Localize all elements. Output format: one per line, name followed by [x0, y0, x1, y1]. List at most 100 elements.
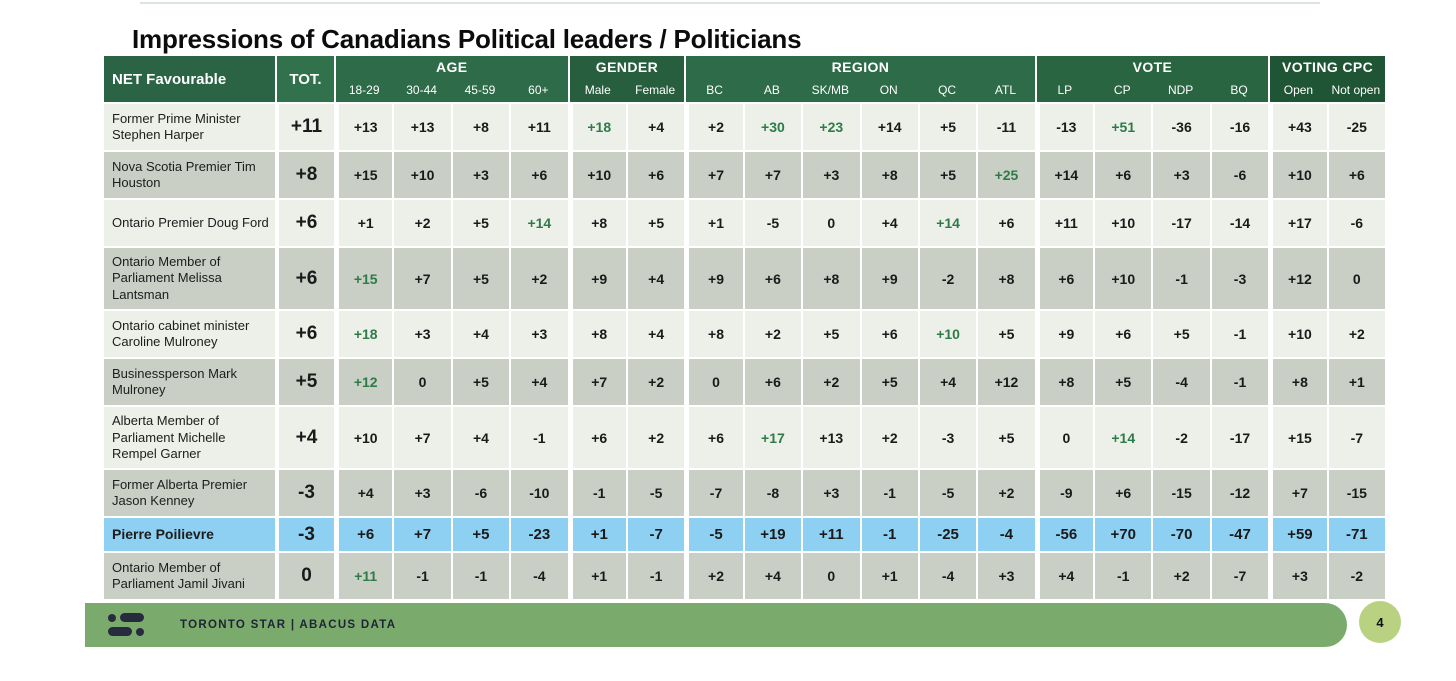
value-cell: +15 — [334, 248, 393, 310]
value-cell: +8 — [801, 248, 860, 310]
value-cell: +17 — [742, 407, 802, 469]
subcolumn-header-ndp: NDP — [1151, 77, 1210, 102]
value-cell: +6 — [1093, 470, 1152, 517]
value-cell: -1 — [450, 553, 510, 600]
value-cell: +4 — [1034, 553, 1094, 600]
value-cell: +15 — [334, 152, 393, 198]
value-cell: +59 — [1268, 518, 1327, 552]
value-cell: +12 — [976, 359, 1035, 406]
value-cell: +9 — [684, 248, 743, 310]
value-cell: -15 — [1151, 470, 1210, 517]
subcolumn-header-30-44: 30-44 — [392, 77, 451, 102]
table-body: Former Prime Minister Stephen Harper +11 +… — [104, 104, 1385, 600]
value-cell: +23 — [801, 104, 860, 150]
value-cell: +6 — [1326, 152, 1385, 198]
value-cell: +3 — [392, 311, 451, 358]
value-cell: +7 — [567, 359, 626, 406]
value-cell: -1 — [1209, 311, 1269, 358]
value-cell: -4 — [509, 553, 568, 600]
value-cell: +10 — [1093, 248, 1152, 310]
value-cell: +6 — [976, 200, 1035, 246]
group-header-vote: VOTE — [1034, 56, 1269, 77]
subcolumn-header-bc: BC — [684, 77, 743, 102]
group-header-gender: GENDER — [567, 56, 685, 77]
politician-name-cell: Ontario Premier Doug Ford — [104, 200, 275, 246]
value-cell: +51 — [1093, 104, 1152, 150]
value-cell: +13 — [392, 104, 451, 150]
value-cell: +3 — [509, 311, 568, 358]
value-cell: -1 — [859, 470, 918, 517]
value-cell: -17 — [1209, 407, 1269, 469]
value-cell: +2 — [859, 407, 918, 469]
subcolumn-header-male: Male — [567, 77, 626, 102]
value-cell: -2 — [917, 248, 977, 310]
value-cell: +10 — [334, 407, 393, 469]
value-cell: -36 — [1151, 104, 1210, 150]
subcolumn-header-18-29: 18-29 — [334, 77, 393, 102]
subcolumn-header-atl: ATL — [976, 77, 1035, 102]
value-cell: +4 — [334, 470, 393, 517]
value-cell: +3 — [450, 152, 510, 198]
value-cell: +17 — [1268, 200, 1327, 246]
value-cell: +10 — [1268, 152, 1327, 198]
value-cell: +7 — [392, 518, 451, 552]
value-cell: 0 — [801, 200, 860, 246]
abacus-data-logo-icon — [108, 612, 148, 638]
value-cell: +8 — [976, 248, 1035, 310]
source-attribution: TORONTO STAR | ABACUS DATA — [180, 619, 397, 631]
value-cell: -8 — [742, 470, 802, 517]
value-cell: -7 — [625, 518, 685, 552]
subcolumn-header-cp: CP — [1093, 77, 1152, 102]
value-cell: +5 — [450, 200, 510, 246]
value-cell: +5 — [976, 407, 1035, 469]
value-cell: +8 — [567, 200, 626, 246]
value-cell: +1 — [334, 200, 393, 246]
value-cell: +4 — [509, 359, 568, 406]
table-row: Businessperson Mark Mulroney +5 +12 0 +5 +4 +7… — [104, 359, 1385, 406]
value-cell: +2 — [625, 407, 685, 469]
value-cell: +1 — [859, 553, 918, 600]
value-cell: +8 — [567, 311, 626, 358]
value-cell: +9 — [567, 248, 626, 310]
value-cell: +6 — [567, 407, 626, 469]
value-cell: +10 — [1268, 311, 1327, 358]
table-row: Former Prime Minister Stephen Harper +11 +… — [104, 104, 1385, 150]
value-cell: 0 — [684, 359, 743, 406]
politician-name-cell: Businessperson Mark Mulroney — [104, 359, 275, 406]
page-title: Impressions of Canadians Political leade… — [132, 24, 802, 55]
total-value-cell: +6 — [275, 200, 334, 246]
value-cell: +8 — [684, 311, 743, 358]
table-row: Ontario cabinet minister Caroline Mulron… — [104, 311, 1385, 358]
subcolumn-header-female: Female — [625, 77, 685, 102]
value-cell: +6 — [859, 311, 918, 358]
value-cell: -4 — [1151, 359, 1210, 406]
value-cell: -16 — [1209, 104, 1269, 150]
value-cell: +5 — [625, 200, 685, 246]
total-value-cell: -3 — [275, 470, 334, 517]
value-cell: +3 — [801, 470, 860, 517]
value-cell: +2 — [1151, 553, 1210, 600]
value-cell: +10 — [567, 152, 626, 198]
value-cell: +14 — [1093, 407, 1152, 469]
value-cell: 0 — [1326, 248, 1385, 310]
value-cell: +5 — [801, 311, 860, 358]
subcolumn-header-on: ON — [859, 77, 918, 102]
value-cell: -14 — [1209, 200, 1269, 246]
subcolumn-header-qc: QC — [917, 77, 977, 102]
value-cell: +14 — [1034, 152, 1094, 198]
value-cell: +1 — [567, 553, 626, 600]
subcolumn-header-not-open: Not open — [1326, 77, 1385, 102]
value-cell: +18 — [567, 104, 626, 150]
value-cell: +14 — [917, 200, 977, 246]
value-cell: +4 — [859, 200, 918, 246]
total-value-cell: 0 — [275, 553, 334, 600]
value-cell: -13 — [1034, 104, 1094, 150]
group-header-age: AGE — [334, 56, 568, 77]
politician-name-cell: Pierre Poilievre — [104, 518, 275, 552]
subcolumn-header-45-59: 45-59 — [450, 77, 510, 102]
value-cell: +2 — [742, 311, 802, 358]
value-cell: -3 — [1209, 248, 1269, 310]
value-cell: +5 — [917, 152, 977, 198]
value-cell: +6 — [742, 359, 802, 406]
value-cell: +5 — [859, 359, 918, 406]
